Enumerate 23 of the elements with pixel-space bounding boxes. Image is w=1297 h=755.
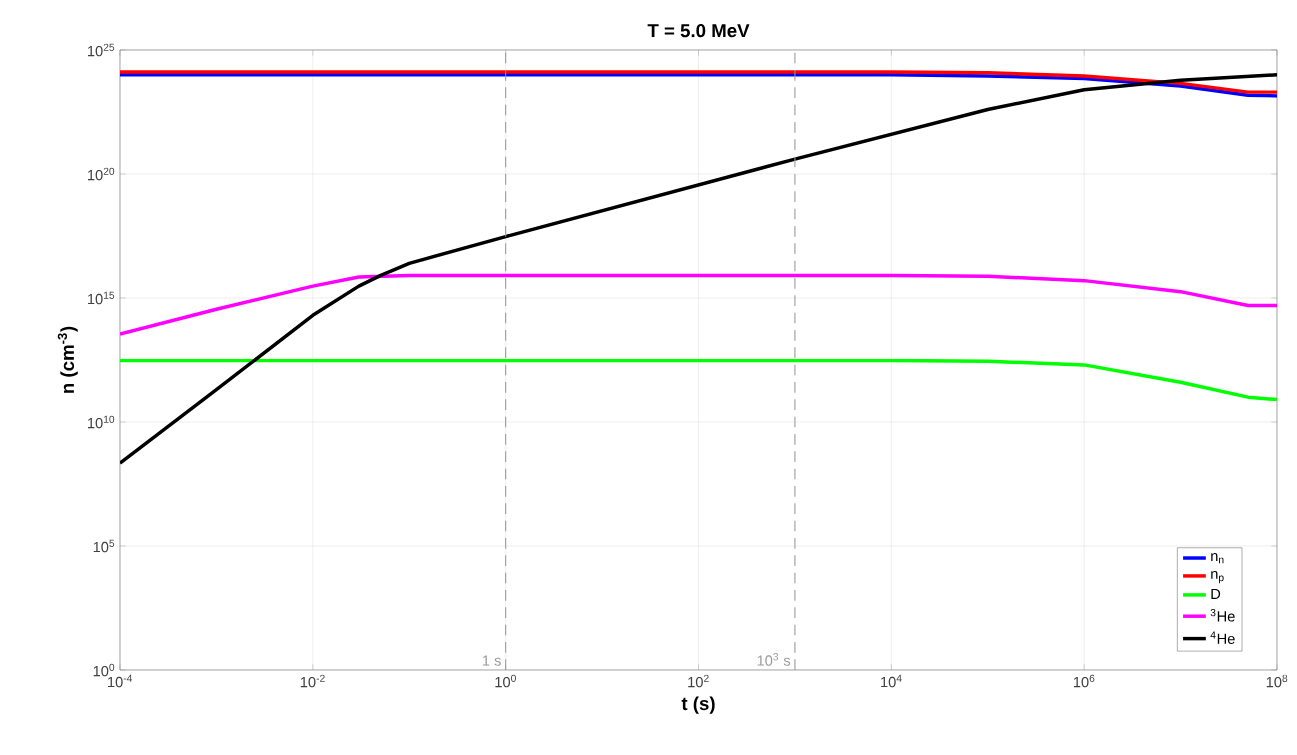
x-tick-label: 10$^{8}$ [1266,674,1288,688]
x-tick-label: 10$^{-2}$ [300,674,325,688]
legend-label: n$_{p}$ [1211,570,1224,584]
x-tick-label: 10$^{6}$ [1073,674,1095,688]
y-tick-label: 10$^{0}$ [93,663,115,677]
legend-label: D [1211,588,1221,599]
y-tick-label: 10$^{25}$ [88,43,115,57]
y-tick-label: 10$^{10}$ [88,415,115,429]
chart-title: T = 5.0 MeV [647,24,750,38]
ref-line-label: 10$^{3}$ s [757,653,791,666]
legend-label: $^{3}$He [1210,608,1235,622]
x-axis-title: t (s) [681,696,715,714]
x-tick-label: 10$^{-4}$ [108,674,133,688]
ref-line-label: 1 s [482,655,501,666]
x-tick-label: 10$^{0}$ [495,674,516,688]
y-tick-label: 10$^{20}$ [88,167,115,181]
y-tick-label: 10$^{15}$ [88,291,115,305]
legend-label: n$_{n}$ [1211,553,1224,564]
y-axis-title: n (cm$^{-3}$) [57,326,78,393]
y-tick-label: 10$^{5}$ [93,539,115,553]
legend-label: $^{4}$He [1210,631,1235,644]
x-tick-label: 10$^{4}$ [881,674,902,688]
x-tick-label: 10$^{2}$ [688,674,709,688]
